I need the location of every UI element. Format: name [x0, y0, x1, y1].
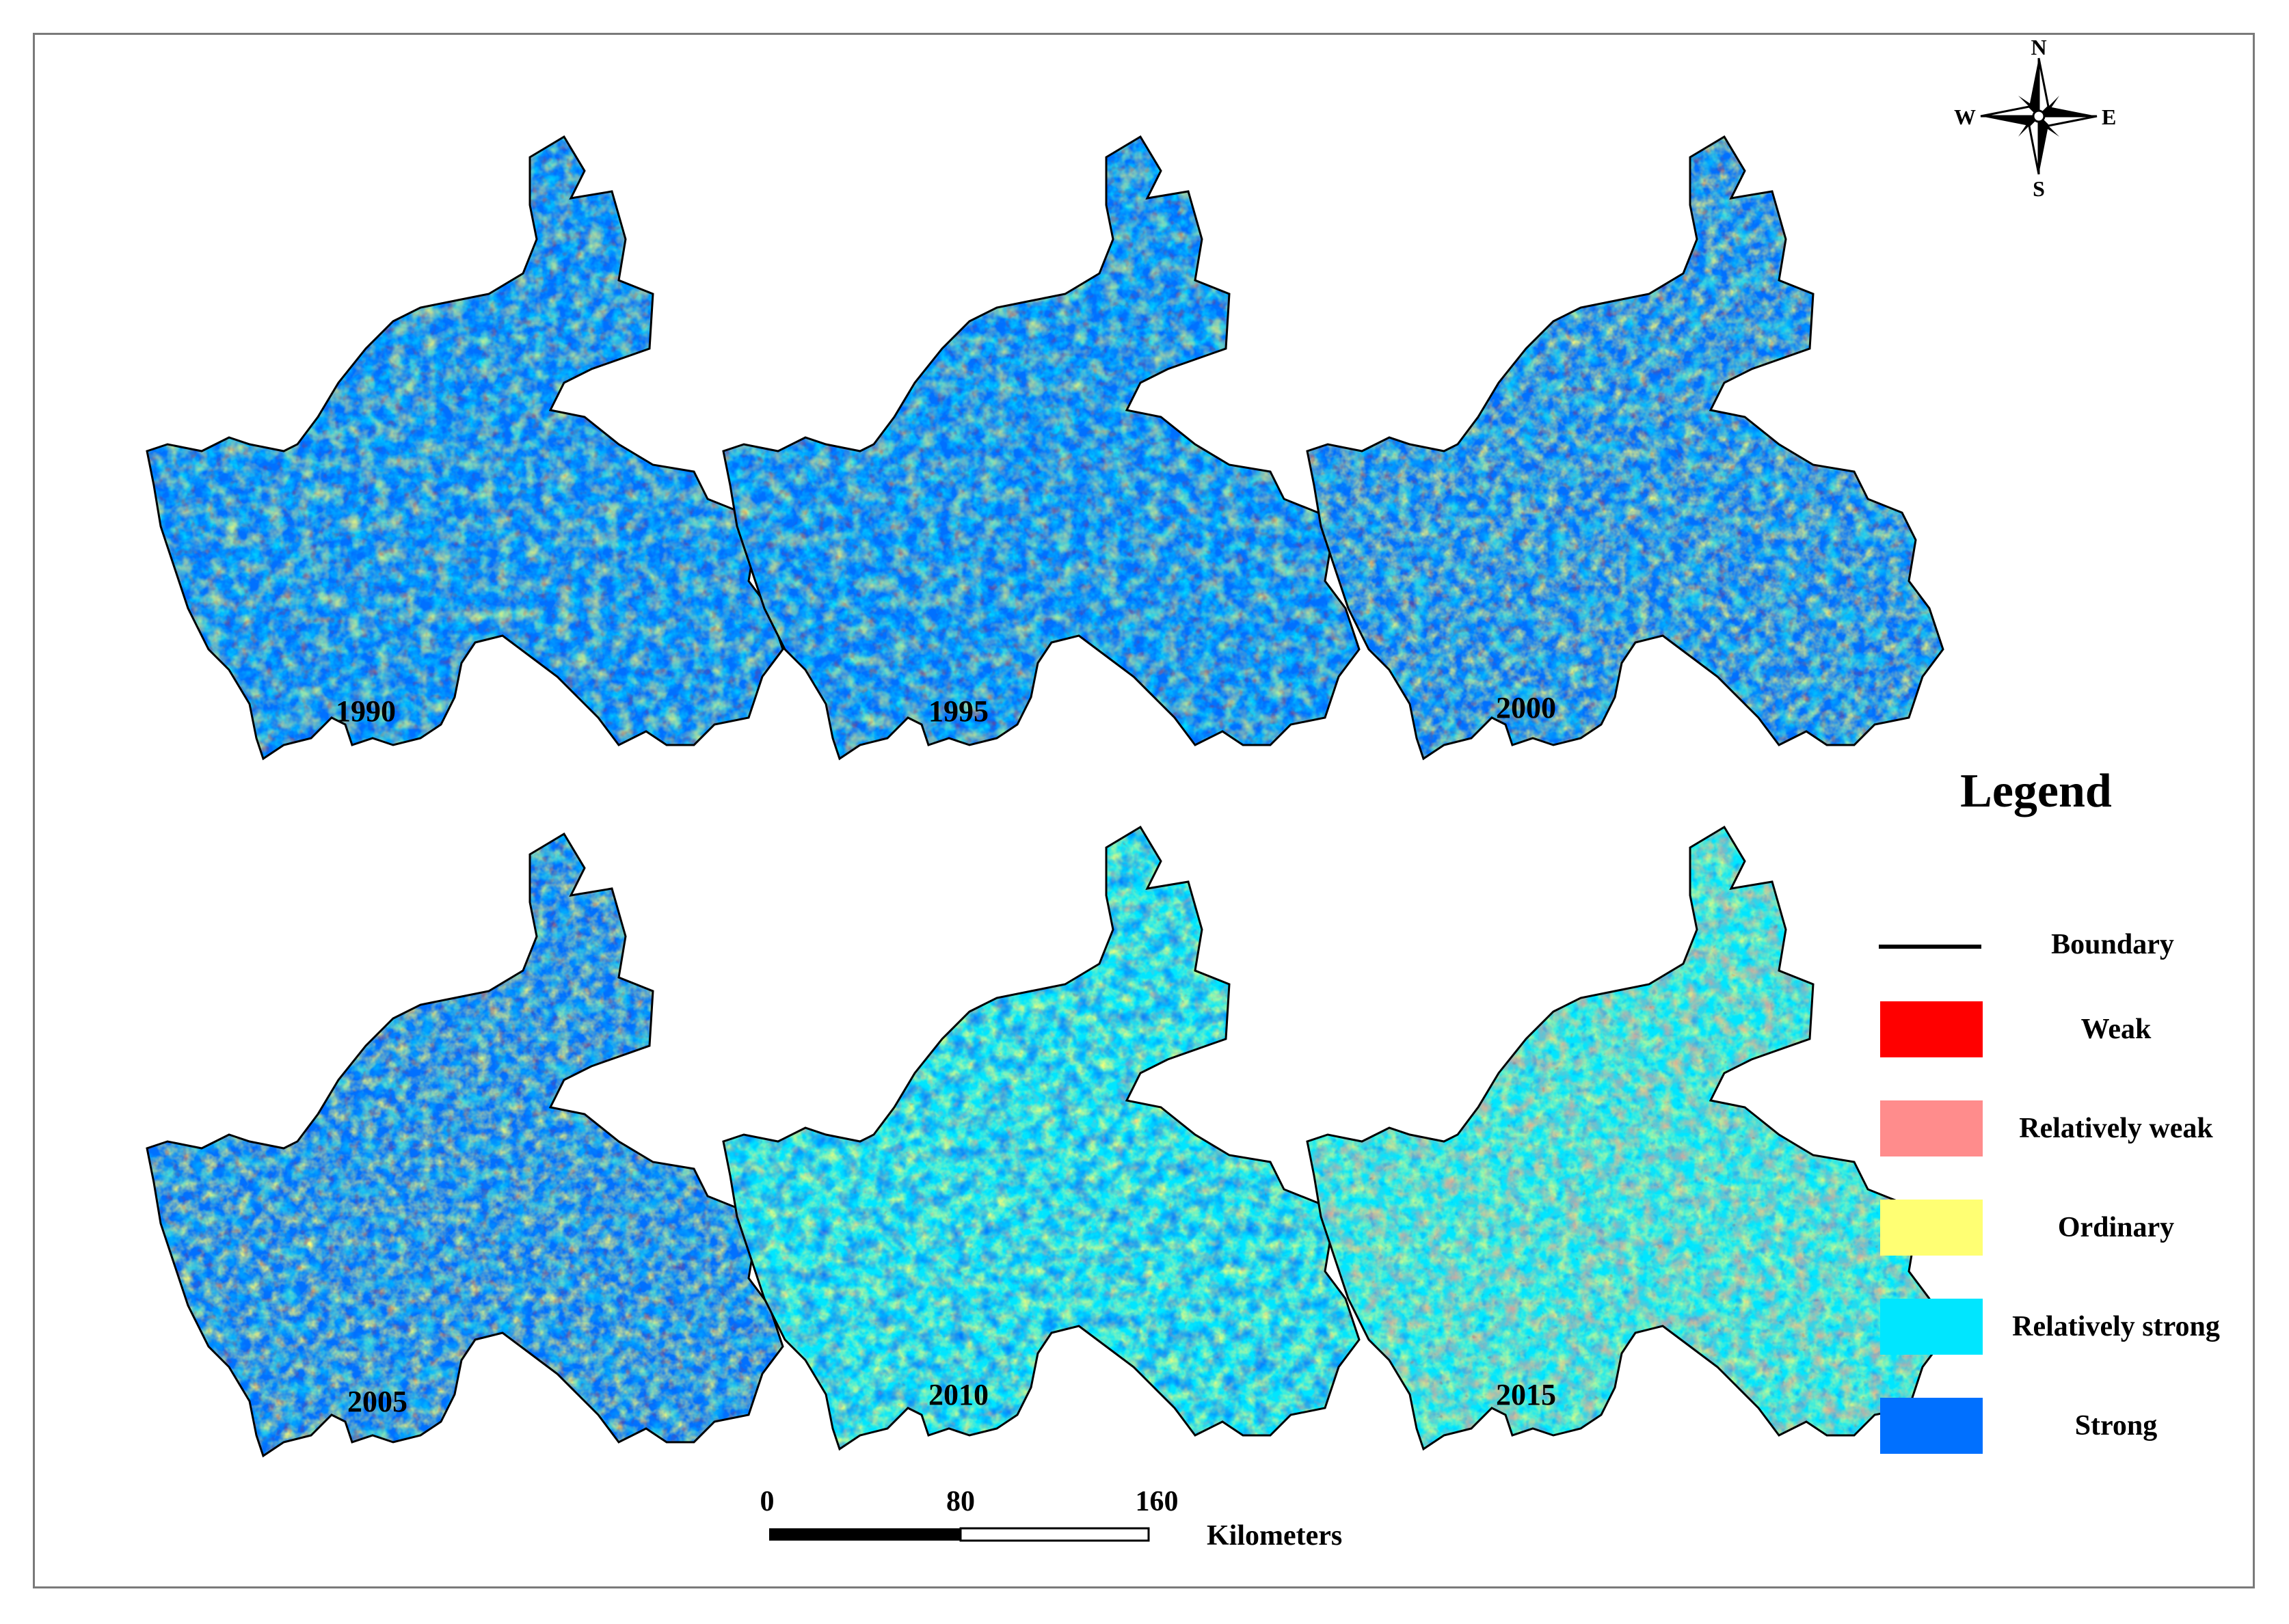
legend-title: Legend — [1960, 765, 2112, 817]
year-label-2005: 2005 — [347, 1385, 407, 1418]
compass-n: N — [2031, 35, 2046, 59]
legend-items: Weak Relatively weak Ordinary Relatively st… — [1880, 1001, 2220, 1454]
legend-swatch-2 — [1880, 1200, 1983, 1256]
legend-swatch-0 — [1880, 1001, 1983, 1057]
scale-tick-160: 160 — [1136, 1486, 1179, 1517]
figure-frame — [33, 33, 2255, 1588]
year-label-2010: 2010 — [928, 1378, 989, 1411]
year-label-1990: 1990 — [336, 694, 396, 728]
scale-bar-white-segment — [959, 1527, 1150, 1542]
scale-tick-80: 80 — [946, 1486, 975, 1517]
legend-swatch-3 — [1880, 1299, 1983, 1355]
legend-label-3: Relatively strong — [2012, 1311, 2220, 1342]
scale-bar: 0 80 160 Kilometers — [760, 1486, 1343, 1552]
legend-swatch-4 — [1880, 1398, 1983, 1454]
legend-label-0: Weak — [2081, 1014, 2152, 1045]
scale-bar-black-segment — [769, 1528, 961, 1541]
legend-label-4: Strong — [2075, 1410, 2158, 1442]
legend-swatch-1 — [1880, 1100, 1983, 1156]
compass-s: S — [2033, 176, 2045, 201]
legend-label-1: Relatively weak — [2019, 1113, 2213, 1144]
legend-label-2: Ordinary — [2058, 1212, 2174, 1243]
year-label-2000: 2000 — [1496, 691, 1556, 725]
compass-rose-icon: N S E W — [1954, 35, 2116, 201]
scale-unit: Kilometers — [1207, 1520, 1342, 1552]
legend-boundary-label: Boundary — [2051, 929, 2174, 960]
scale-tick-0: 0 — [760, 1486, 775, 1517]
year-label-2015: 2015 — [1496, 1378, 1556, 1411]
compass-w: W — [1954, 105, 1976, 129]
compass-e: E — [2102, 105, 2116, 129]
year-label-1995: 1995 — [928, 694, 989, 728]
legend: Legend Boundary Weak Relatively weak Ordin… — [1879, 765, 2220, 1454]
